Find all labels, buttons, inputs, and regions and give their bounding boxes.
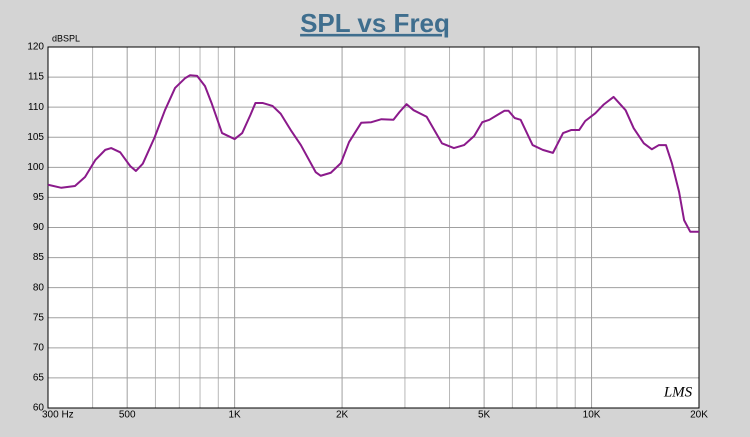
y-tick-label: 100	[27, 162, 44, 173]
y-tick-label: 105	[27, 132, 44, 143]
chart-title: SPL vs Freq	[300, 8, 450, 38]
y-tick-label: 75	[33, 312, 45, 323]
y-tick-label: 120	[27, 42, 44, 53]
y-tick-label: 110	[28, 102, 44, 113]
y-tick-label: 115	[28, 72, 44, 83]
spl-curve	[47, 74, 699, 233]
y-tick-label: 95	[33, 192, 45, 203]
x-tick-label: 2K	[336, 410, 349, 421]
y-tick-label: 85	[33, 252, 45, 263]
x-tick-label: 300 Hz	[42, 410, 74, 421]
y-axis-label: dBSPL	[52, 33, 80, 43]
y-tick-label: 60	[33, 403, 45, 414]
x-tick-label: 5K	[478, 410, 491, 421]
y-tick-label: 90	[33, 222, 45, 233]
x-tick-label: 20K	[690, 410, 708, 421]
plot-border	[47, 46, 700, 409]
x-tick-label: 500	[119, 410, 136, 421]
y-tick-label: 80	[33, 282, 45, 293]
x-tick-label: 10K	[583, 410, 601, 421]
y-tick-label: 70	[33, 342, 45, 353]
y-tick-label: 65	[33, 373, 45, 384]
x-tick-label: 1K	[229, 410, 242, 421]
watermark: LMS	[663, 384, 693, 400]
